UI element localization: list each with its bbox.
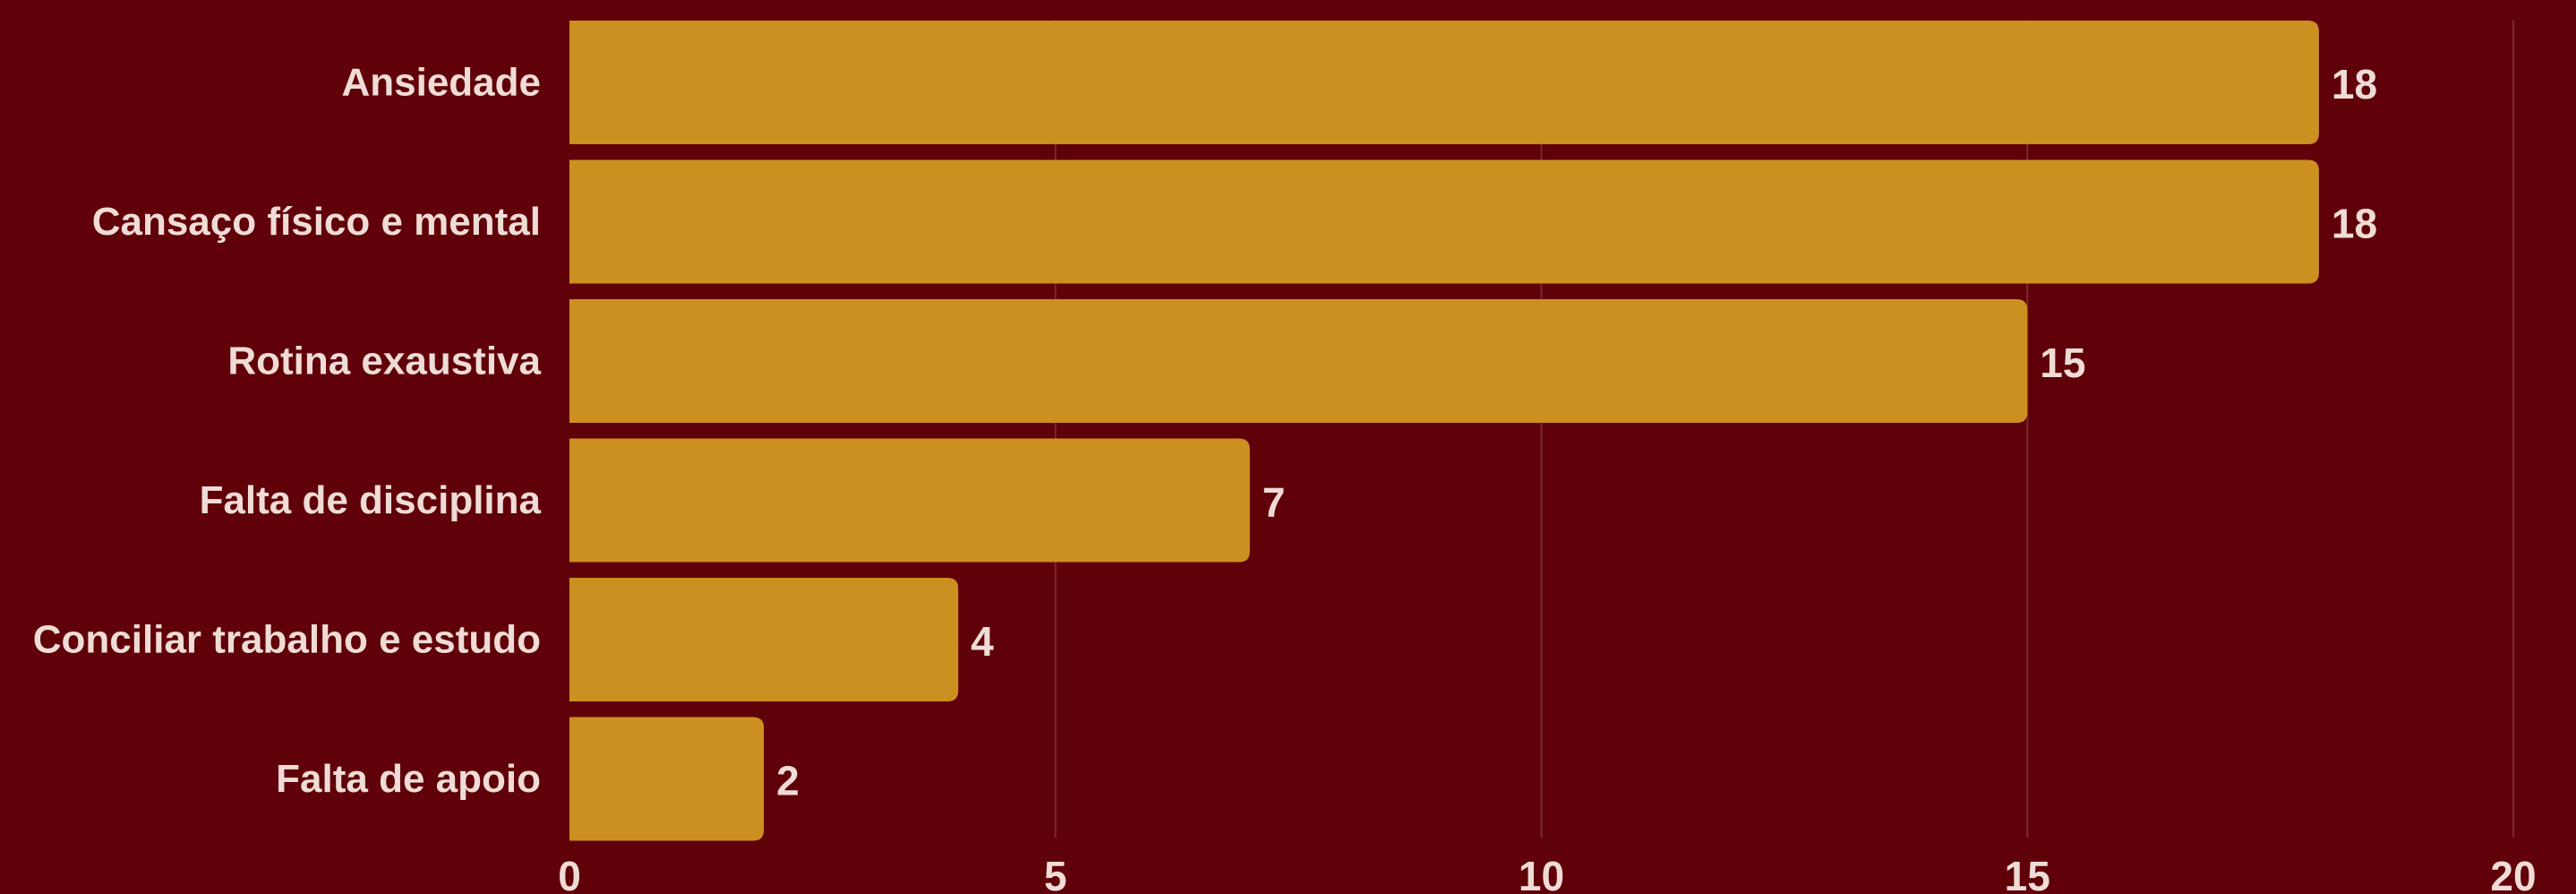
bar (569, 21, 2319, 144)
x-tick-label: 0 (558, 853, 581, 894)
x-tick-label: 10 (1519, 853, 1564, 894)
bars (569, 21, 2319, 841)
value-label: 15 (2040, 340, 2085, 386)
category-labels: Ansiedade Cansaço físico e mental Rotina e… (33, 61, 542, 802)
x-tick-label: 20 (2490, 853, 2536, 894)
value-label: 7 (1262, 479, 1286, 526)
x-axis-ticks: 0 5 10 15 20 (558, 853, 2536, 894)
category-label: Ansiedade (341, 61, 541, 105)
category-label: Rotina exaustiva (227, 340, 541, 383)
category-label: Falta de apoio (276, 757, 541, 801)
value-label: 4 (971, 618, 994, 665)
bar (569, 578, 959, 701)
category-label: Conciliar trabalho e estudo (33, 618, 541, 662)
bar (569, 438, 1250, 563)
value-label: 2 (776, 758, 800, 804)
category-label: Falta de disciplina (200, 478, 542, 522)
bar (569, 159, 2319, 284)
value-label: 18 (2332, 201, 2377, 247)
category-label: Cansaço físico e mental (92, 200, 541, 244)
value-label: 18 (2332, 61, 2377, 107)
gridlines (1054, 20, 2514, 838)
x-tick-label: 5 (1044, 853, 1067, 894)
bar (569, 717, 765, 841)
value-labels: 18 18 15 7 4 2 (776, 61, 2377, 804)
x-tick-label: 15 (2005, 853, 2050, 894)
bar (569, 299, 2028, 423)
